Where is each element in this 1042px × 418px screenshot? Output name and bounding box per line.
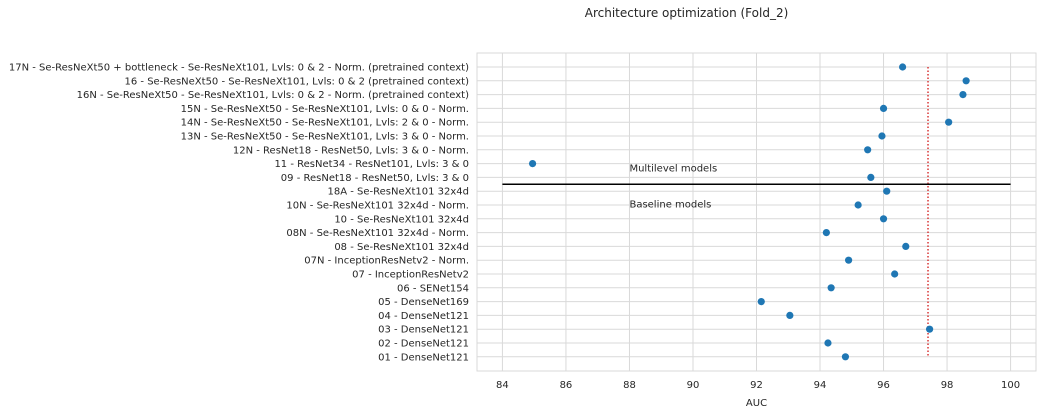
data-point [883,187,891,195]
data-point [899,63,907,71]
y-tick-label: 06 - SENet154 [397,283,469,294]
data-point [879,104,888,112]
y-tick-label: 08 - Se-ResNeXt101 32x4d [334,242,469,253]
y-tick-label: 12N - ResNet18 - ResNet50, Lvls: 3 & 0 -… [233,145,469,156]
y-tick-label: 13N - Se-ResNeXt50 - Se-ResNeXt101, Lvls… [181,132,469,143]
y-tick-label: 03 - DenseNet121 [378,325,469,336]
group-annotation: Baseline models [629,199,711,210]
y-tick-label: 16N - Se-ResNeXt50 - Se-ResNeXt101, Lvls… [77,90,469,101]
data-point [959,91,967,99]
y-tick-label: 14N - Se-ResNeXt50 - Se-ResNeXt101, Lvls… [181,118,469,129]
x-tick-labels: 84 86 88 90 92 94 96 98 100 [496,380,1020,391]
data-point [786,311,794,319]
y-tick-label: 09 - ResNet18 - ResNet50, Lvls: 3 & 0 [281,173,469,184]
data-points [528,63,970,361]
chart-title: Architecture optimization (Fold_2) [585,6,789,20]
x-tick-label: 100 [1001,380,1020,391]
data-point [878,132,886,140]
annotations: Multilevel models Baseline models [629,163,717,210]
y-tick-label: 10 - Se-ResNeXt101 32x4d [334,214,469,225]
y-tick-label: 05 - DenseNet169 [378,297,469,308]
x-tick-label: 84 [496,380,509,391]
x-tick-label: 94 [814,380,827,391]
data-point [925,325,934,333]
x-tick-label: 92 [750,380,763,391]
y-tick-labels: 17N - Se-ResNeXt50 + bottleneck - Se-Res… [9,63,469,364]
x-tick-label: 96 [877,380,890,391]
data-point [867,173,875,181]
y-tick-label: 01 - DenseNet121 [378,352,469,363]
y-tick-label: 07N - InceptionResNetv2 - Norm. [304,256,469,267]
data-point [891,270,899,278]
data-point [945,118,953,126]
data-point [902,242,910,250]
y-tick-label: 16 - Se-ResNeXt50 - Se-ResNeXt101, Lvls:… [125,76,470,87]
data-point [827,284,835,292]
y-tick-label: 10N - Se-ResNeXt101 32x4d - Norm. [286,201,469,212]
x-tick-label: 86 [560,380,573,391]
x-axis-label: AUC [746,398,767,409]
data-point [854,201,862,209]
data-point [841,353,850,361]
x-tick-label: 90 [687,380,700,391]
y-tick-label: 04 - DenseNet121 [378,311,469,322]
y-tick-label: 08N - Se-ResNeXt101 32x4d - Norm. [286,228,469,239]
data-point [845,256,853,264]
group-annotation: Multilevel models [629,163,717,174]
y-tick-label: 07 - InceptionResNetv2 [352,270,469,281]
y-tick-label: 17N - Se-ResNeXt50 + bottleneck - Se-Res… [9,63,469,74]
y-tick-label: 02 - DenseNet121 [378,339,469,350]
x-tick-label: 98 [941,380,954,391]
data-point [962,77,970,85]
data-point [757,298,765,306]
data-point [864,146,872,154]
data-point [822,229,830,237]
x-tick-label: 88 [623,380,636,391]
y-tick-label: 15N - Se-ResNeXt50 - Se-ResNeXt101, Lvls… [181,104,469,115]
y-tick-label: 11 - ResNet34 - ResNet101, Lvls: 3 & 0 [274,159,469,170]
y-tick-label: 18A - Se-ResNeXt101 32x4d [327,187,469,198]
grid [476,52,1037,372]
data-point [824,339,832,347]
data-point [528,160,537,168]
data-point [879,215,888,223]
